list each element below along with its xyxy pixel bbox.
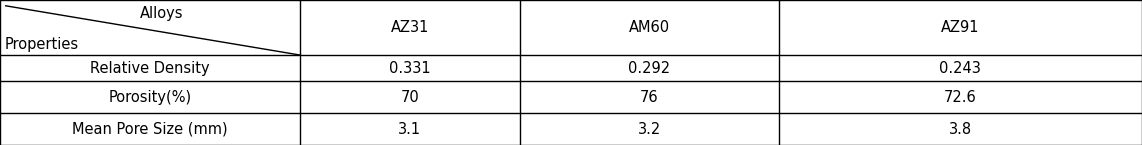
Text: 70: 70 <box>401 90 419 105</box>
Text: Porosity(%): Porosity(%) <box>108 90 192 105</box>
Text: AM60: AM60 <box>628 20 670 35</box>
Text: 0.331: 0.331 <box>389 61 431 76</box>
Text: Mean Pore Size (mm): Mean Pore Size (mm) <box>72 122 228 137</box>
Text: Properties: Properties <box>5 37 79 52</box>
Text: 72.6: 72.6 <box>944 90 976 105</box>
Text: 0.292: 0.292 <box>628 61 670 76</box>
Text: Alloys: Alloys <box>139 6 184 21</box>
Text: 3.1: 3.1 <box>399 122 421 137</box>
Text: 0.243: 0.243 <box>940 61 981 76</box>
Text: 3.2: 3.2 <box>637 122 661 137</box>
Text: 76: 76 <box>640 90 659 105</box>
Text: 3.8: 3.8 <box>949 122 972 137</box>
Text: Relative Density: Relative Density <box>90 61 210 76</box>
Text: AZ91: AZ91 <box>941 20 980 35</box>
Text: AZ31: AZ31 <box>391 20 429 35</box>
